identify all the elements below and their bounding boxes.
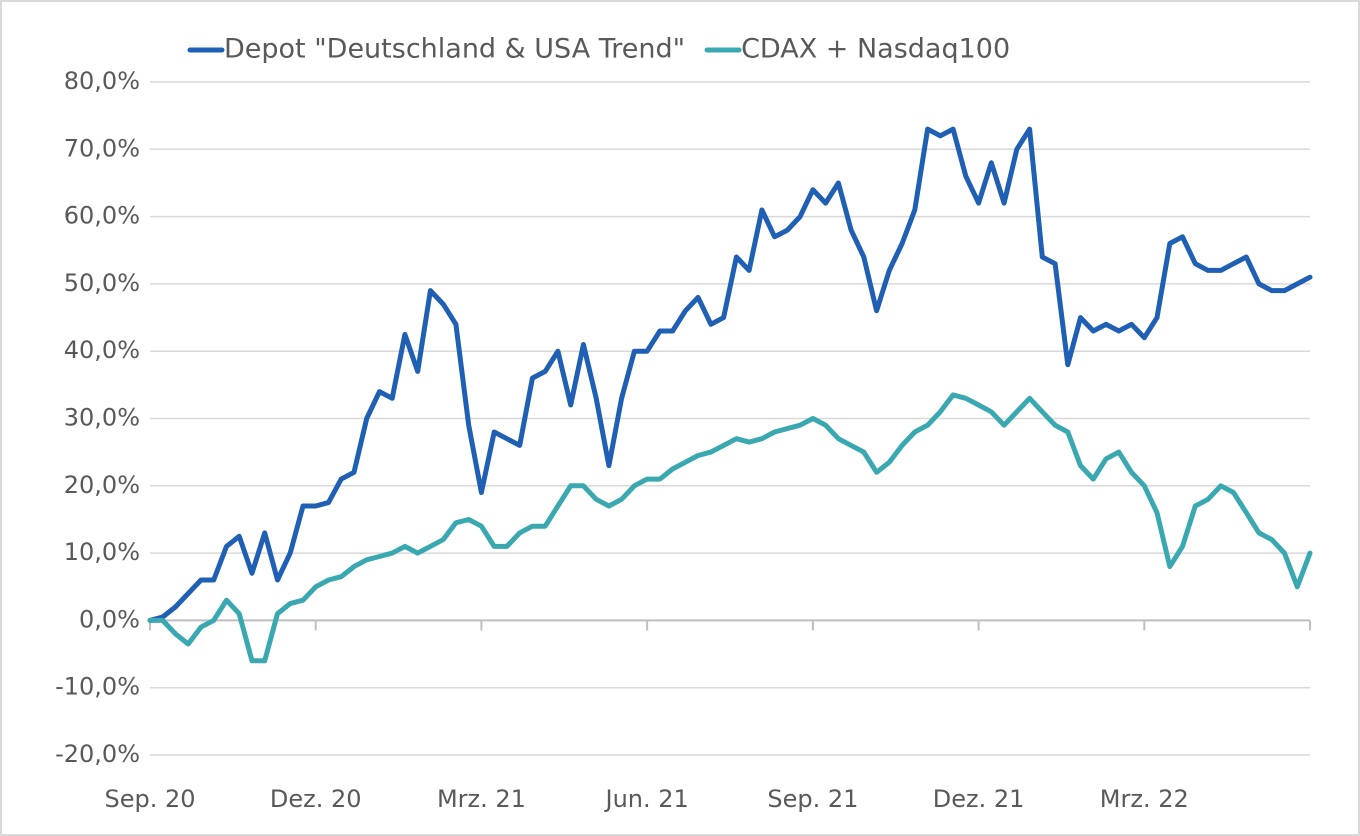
y-tick-label: 10,0% bbox=[64, 538, 140, 566]
y-tick-label: 50,0% bbox=[64, 269, 140, 297]
y-tick-label: -10,0% bbox=[55, 673, 140, 701]
line-series bbox=[147, 392, 1313, 664]
legend-label: CDAX + Nasdaq100 bbox=[741, 34, 1010, 65]
y-tick-label: 0,0% bbox=[79, 605, 140, 633]
y-tick-label: 20,0% bbox=[64, 471, 140, 499]
x-tick-label: Dez. 21 bbox=[933, 785, 1025, 813]
x-tick-label: Mrz. 21 bbox=[437, 785, 526, 813]
legend-label: Depot "Deutschland & USA Trend" bbox=[224, 34, 685, 65]
y-tick-label: 40,0% bbox=[64, 336, 140, 364]
y-tick-label: 60,0% bbox=[64, 202, 140, 230]
y-tick-label: 70,0% bbox=[64, 134, 140, 162]
x-tick-label: Dez. 20 bbox=[270, 785, 362, 813]
x-tick-label: Mrz. 22 bbox=[1100, 785, 1189, 813]
y-tick-label: 80,0% bbox=[64, 67, 140, 95]
y-tick-label: 30,0% bbox=[64, 404, 140, 432]
x-tick-label: Jun. 21 bbox=[603, 785, 688, 813]
x-tick-label: Sep. 21 bbox=[767, 785, 858, 813]
line-series bbox=[147, 126, 1313, 623]
y-tick-label: -20,0% bbox=[55, 740, 140, 768]
x-tick-label: Sep. 20 bbox=[104, 785, 195, 813]
